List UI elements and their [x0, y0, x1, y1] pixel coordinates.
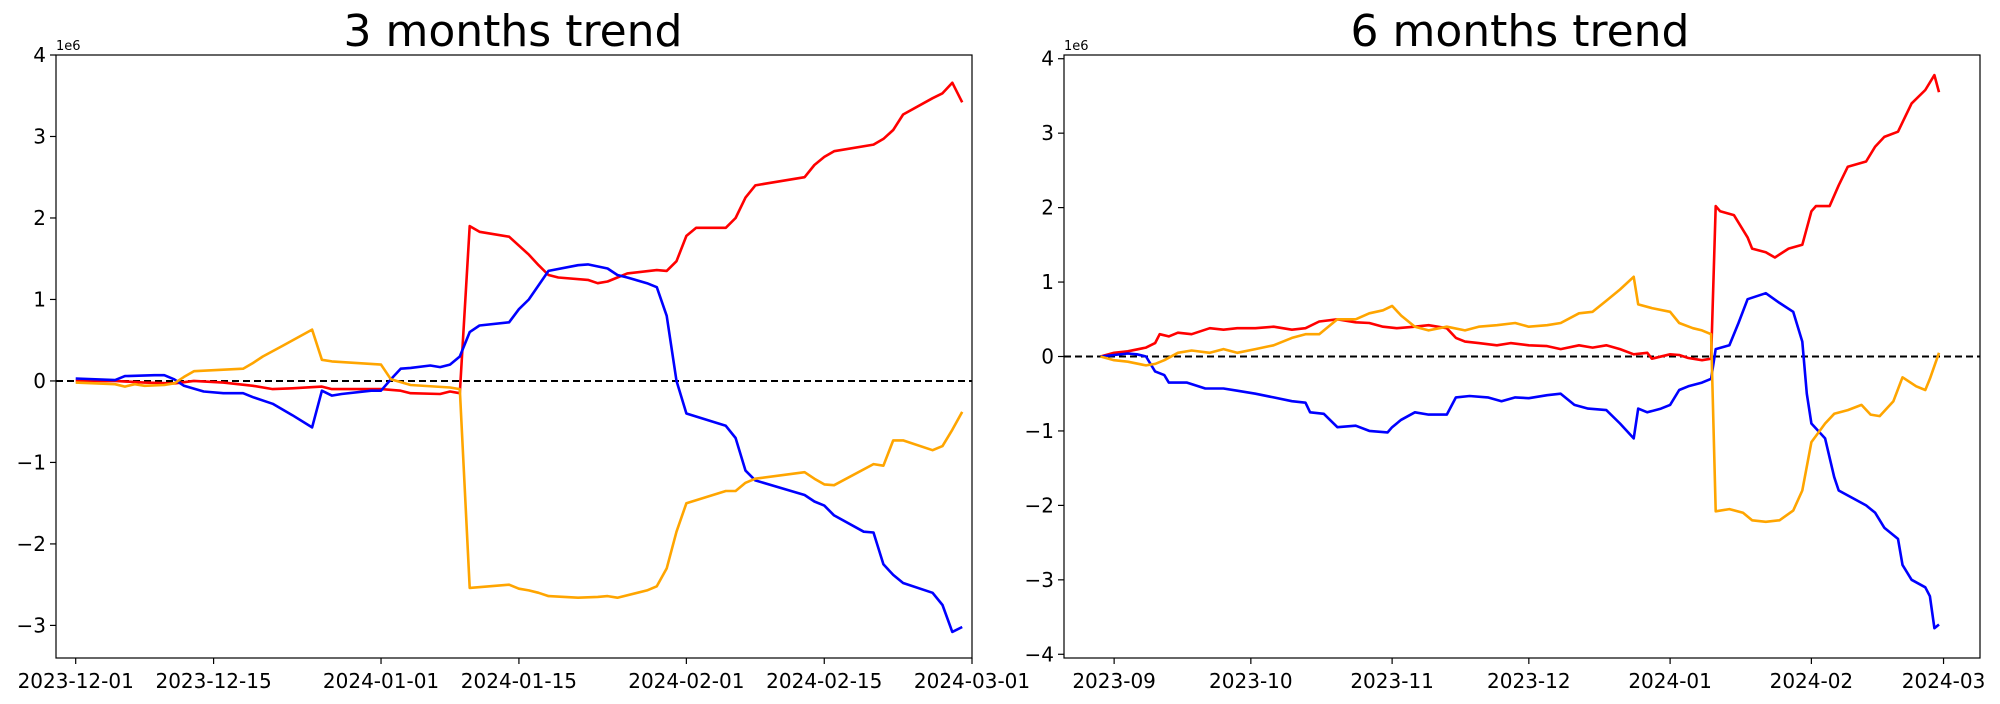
x-tick-label: 2024-02-01 — [628, 669, 744, 693]
x-tick-label: 2024-02 — [1770, 669, 1854, 693]
y-tick-label: 3 — [1041, 121, 1054, 145]
series-line-1 — [1100, 73, 1941, 362]
y-tick-label: −1 — [1025, 419, 1054, 443]
y-tick-label: −2 — [1025, 493, 1054, 517]
series-line-2 — [75, 263, 963, 634]
x-tick-label: 2023-12-15 — [155, 669, 271, 693]
series-line-2 — [1100, 291, 1940, 630]
y-tick-label: 2 — [33, 206, 46, 230]
y-offset-label: 1e6 — [1064, 39, 1089, 54]
series-line-3 — [1100, 275, 1941, 524]
series-line-1 — [75, 81, 964, 396]
chart-title: 3 months trend — [344, 6, 683, 57]
y-tick-label: −1 — [17, 450, 46, 474]
y-tick-label: 0 — [1041, 345, 1054, 369]
y-tick-label: 3 — [33, 124, 46, 148]
y-tick-label: −3 — [1025, 568, 1054, 592]
y-tick-label: 1 — [33, 287, 46, 311]
series-line-3 — [75, 328, 964, 599]
x-tick-label: 2023-11 — [1350, 669, 1434, 693]
x-tick-label: 2024-01 — [1628, 669, 1712, 693]
x-tick-label: 2023-09 — [1072, 669, 1156, 693]
y-tick-label: 4 — [1041, 47, 1054, 71]
x-tick-label: 2024-01-01 — [323, 669, 439, 693]
chart-title: 6 months trend — [1351, 6, 1690, 57]
y-tick-label: −3 — [17, 613, 46, 637]
x-tick-label: 2024-02-15 — [766, 669, 882, 693]
x-tick-label: 2023-12-01 — [18, 669, 134, 693]
chart-panel-6-months: 6 months trend 1e6 −4 −3 −2 −1 0 1 2 3 4 2023-09 2… — [1025, 6, 1986, 693]
y-tick-label: 1 — [1041, 270, 1054, 294]
x-tick-label: 2023-12 — [1487, 669, 1571, 693]
y-tick-label: 0 — [33, 369, 46, 393]
y-tick-label: 2 — [1041, 196, 1054, 220]
y-tick-label: −4 — [1025, 642, 1054, 666]
x-tick-label: 2024-03 — [1902, 669, 1986, 693]
axes-frame — [55, 54, 973, 659]
y-tick-label: 4 — [33, 43, 46, 67]
y-tick-label: −2 — [17, 532, 46, 556]
x-tick-label: 2024-01-15 — [461, 669, 577, 693]
y-offset-label: 1e6 — [56, 39, 81, 54]
x-tick-label: 2024-03-01 — [914, 669, 1030, 693]
chart-panel-3-months: 3 months trend 1e6 −3 −2 −1 0 1 2 3 4 2023-12-01… — [17, 6, 1031, 693]
x-tick-label: 2023-10 — [1209, 669, 1293, 693]
